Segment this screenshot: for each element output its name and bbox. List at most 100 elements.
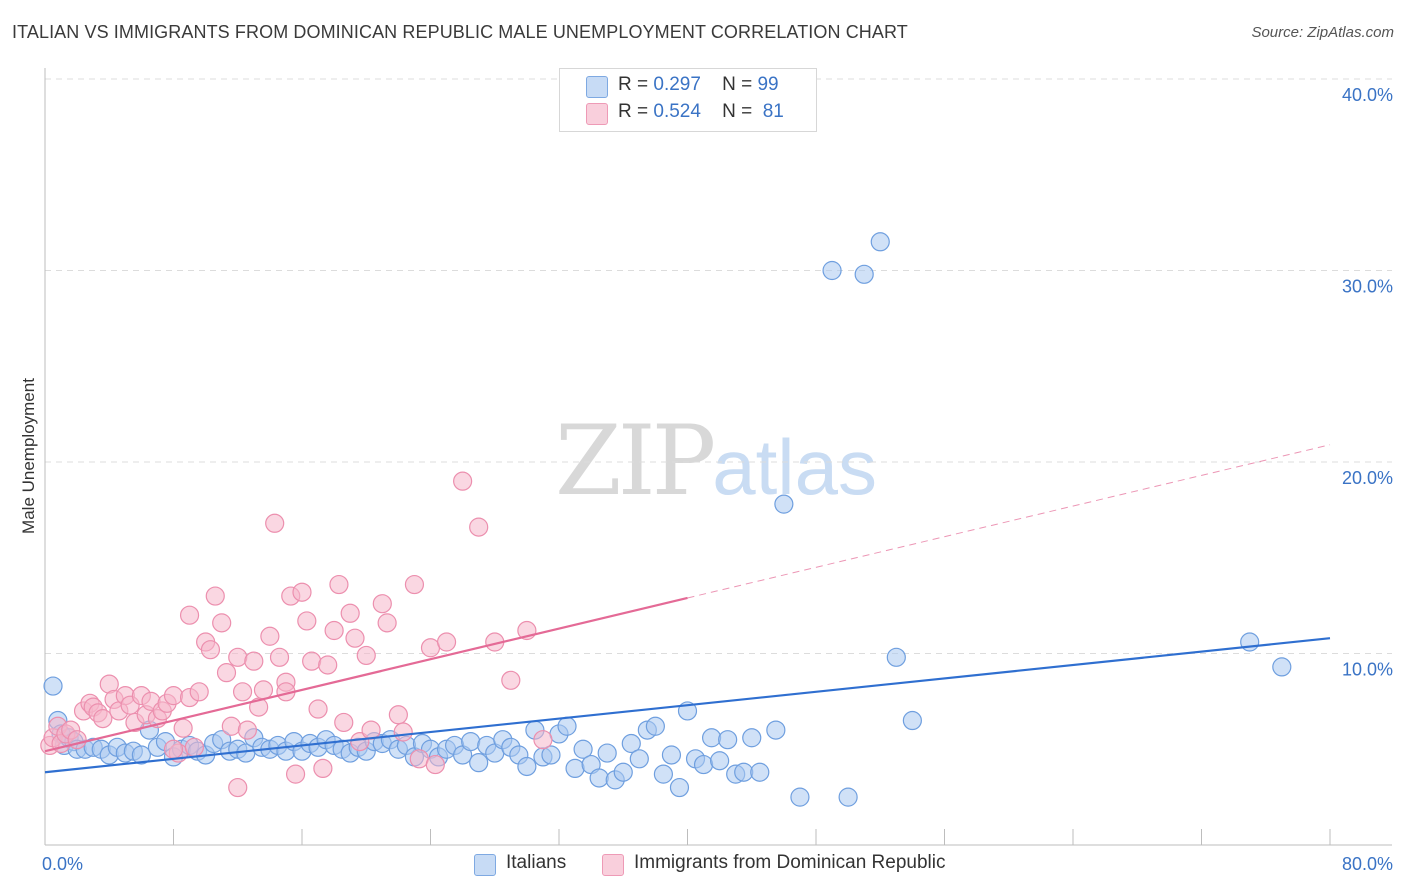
data-point	[313, 758, 333, 779]
data-point	[329, 574, 349, 595]
y-tick-label: 20.0%	[1342, 468, 1393, 488]
data-point	[661, 745, 682, 765]
data-point	[221, 716, 241, 736]
data-point	[173, 718, 193, 738]
data-point	[469, 517, 489, 537]
data-point	[228, 777, 248, 798]
r-value: 0.524	[653, 101, 701, 122]
data-point	[565, 758, 585, 779]
data-point	[409, 749, 429, 769]
data-point	[340, 603, 360, 623]
data-point	[260, 626, 280, 646]
n-label: N =	[722, 101, 753, 122]
data-point	[597, 743, 617, 763]
data-point	[1272, 657, 1292, 677]
axes	[44, 68, 1392, 846]
data-point	[200, 640, 221, 660]
tick-labels: 10.0% 20.0% 30.0% 40.0% 0.0% 80.0%	[42, 85, 1393, 874]
data-point	[469, 753, 489, 773]
data-point	[854, 264, 874, 284]
data-point	[589, 768, 609, 788]
data-point	[710, 751, 730, 771]
grid-lines	[45, 78, 1392, 654]
series-dominican	[40, 471, 553, 798]
data-point	[297, 611, 317, 631]
data-point	[372, 594, 392, 614]
data-point	[902, 710, 922, 731]
data-point	[621, 733, 641, 754]
data-point	[517, 756, 537, 777]
data-point	[285, 764, 306, 784]
y-tick-label: 30.0%	[1342, 277, 1393, 297]
data-point	[693, 754, 714, 775]
data-point	[228, 647, 248, 667]
data-point	[308, 699, 328, 719]
data-point	[669, 777, 690, 798]
data-point	[265, 513, 285, 533]
data-point	[212, 613, 232, 633]
data-point	[292, 582, 312, 602]
data-point	[573, 739, 593, 759]
data-point	[232, 682, 253, 702]
data-point	[163, 686, 184, 706]
data-point	[244, 651, 264, 671]
data-point	[237, 720, 257, 740]
stats-legend: R = 0.297 N = 99 R = 0.524 N = 81	[559, 68, 817, 132]
data-point	[131, 745, 151, 765]
data-point	[533, 730, 553, 750]
data-point	[269, 647, 290, 667]
data-point	[870, 232, 890, 252]
trendline-dominican	[44, 596, 688, 753]
data-point	[318, 655, 338, 675]
data-point	[653, 764, 674, 784]
y-tick-label: 40.0%	[1342, 85, 1393, 105]
swatch-dominican	[602, 854, 624, 876]
swatch-italians	[474, 854, 496, 876]
data-point	[774, 494, 794, 514]
data-point	[436, 632, 457, 652]
y-axis-label: Male Unemployment	[19, 378, 38, 534]
watermark: ZIPatlas	[555, 405, 877, 517]
r-label: R =	[618, 74, 649, 95]
data-point	[184, 737, 204, 757]
data-point	[393, 722, 413, 742]
data-point	[734, 762, 754, 782]
legend-label: Italians	[506, 852, 567, 873]
data-point	[701, 728, 722, 748]
x-tick-label: 0.0%	[42, 854, 83, 874]
data-point	[613, 762, 633, 782]
trendline-italians	[44, 637, 1331, 774]
data-point	[253, 680, 274, 700]
data-point	[838, 787, 858, 807]
legend-label: Immigrants from Dominican Republic	[634, 852, 946, 873]
data-point	[425, 754, 445, 775]
data-point	[501, 670, 521, 690]
data-point	[557, 716, 577, 736]
n-value: 99	[757, 74, 779, 95]
y-tick-label: 10.0%	[1342, 660, 1393, 680]
data-point	[189, 682, 209, 702]
data-point	[750, 762, 770, 782]
data-point	[718, 730, 738, 750]
data-point	[302, 651, 322, 671]
data-point	[766, 720, 786, 740]
data-point	[645, 716, 665, 736]
n-label: N =	[722, 74, 753, 95]
data-point	[93, 709, 113, 729]
data-point	[790, 787, 810, 807]
data-point	[822, 260, 842, 281]
data-point	[461, 731, 481, 752]
data-point	[205, 586, 225, 606]
data-point	[216, 663, 237, 683]
data-point	[361, 720, 381, 740]
series-legend: Italians Immigrants from Dominican Repub…	[0, 852, 1406, 878]
watermark-atlas: atlas	[712, 423, 877, 511]
r-value: 0.297	[653, 74, 701, 95]
swatch-dominican	[586, 103, 608, 125]
swatch-italians	[586, 76, 608, 98]
source-label: Source: ZipAtlas.com	[1251, 24, 1394, 41]
trendlines	[44, 444, 1331, 774]
data-point	[356, 645, 376, 666]
data-point	[179, 605, 200, 625]
data-point	[420, 638, 441, 658]
